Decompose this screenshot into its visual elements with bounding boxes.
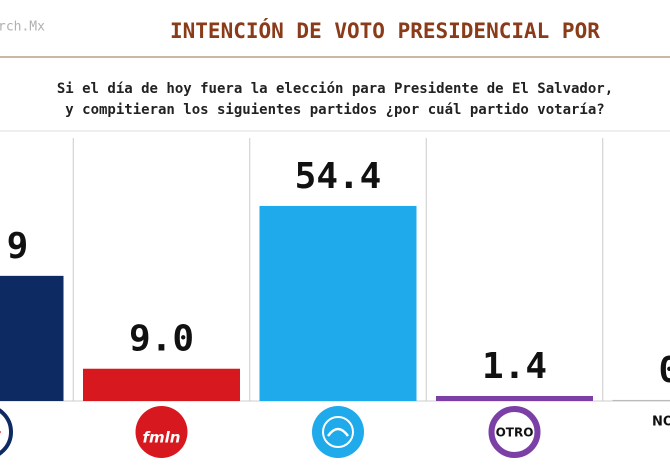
bar [259, 205, 417, 401]
bar [436, 395, 593, 401]
x-tick-label: NO [652, 415, 670, 430]
watermark: rch.Mx [0, 20, 45, 35]
value-label: 54.4 [295, 156, 382, 197]
party-logo [488, 406, 541, 458]
value-label: 1.4 [482, 346, 547, 387]
bar [0, 275, 64, 401]
value-label: 0.3 [658, 350, 670, 391]
party-logo [312, 406, 364, 458]
party-logo [0, 430, 1, 434]
chart-title: INTENCIÓN DE VOTO PRESIDENCIAL POR [170, 18, 600, 43]
party-logo-text: fmln [143, 429, 181, 447]
value-label: 34.9 [0, 226, 28, 267]
subtitle: Si el día de hoy fuera la elección para … [57, 81, 613, 97]
party-logo [322, 416, 354, 448]
bar [612, 399, 670, 401]
x-tick-label: OTRO [496, 426, 534, 440]
bar [83, 368, 240, 401]
value-label: 9.0 [129, 319, 194, 360]
party-logo [135, 406, 188, 458]
party-logo [326, 427, 350, 437]
subtitle: y compitieran los siguientes partidos ¿p… [65, 102, 604, 118]
party-logo [0, 408, 13, 456]
